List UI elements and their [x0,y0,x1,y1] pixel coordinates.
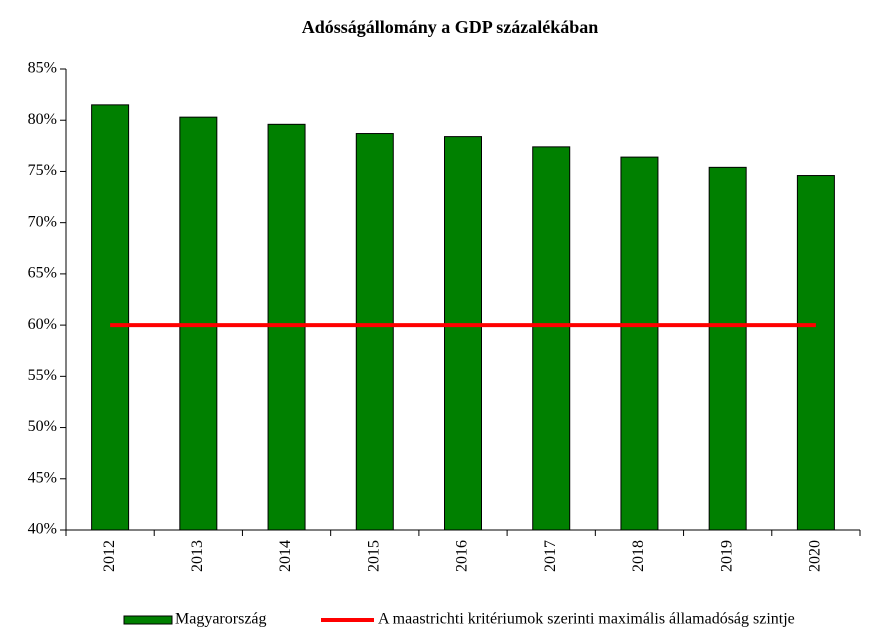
x-tick-label: 2015 [365,540,382,572]
x-tick-label: 2012 [101,540,118,572]
x-tick-label: 2014 [277,540,294,572]
y-tick-label: 60% [28,316,57,333]
legend-label: Magyarország [175,611,267,628]
chart-title: Adósságállomány a GDP százalékában [302,17,599,37]
bar [708,166,747,531]
legend-label: A maastrichti kritériumok szerinti maxim… [378,611,795,628]
y-tick-label: 80% [28,111,57,128]
x-tick-label: 2020 [807,540,824,572]
x-tick-label: 2016 [454,540,471,572]
y-tick-label: 55% [28,367,57,384]
x-tick-label: 2018 [630,540,647,572]
bar [796,175,835,531]
x-tick-label: 2019 [718,540,735,572]
bar [355,133,394,531]
y-tick-label: 50% [28,418,57,435]
y-tick-label: 45% [28,469,57,486]
bar [267,123,306,531]
y-tick-label: 40% [28,521,57,538]
bar [620,156,659,531]
x-tick-label: 2017 [542,540,559,572]
bar [444,136,482,531]
y-tick-label: 65% [28,265,57,282]
y-tick-label: 75% [28,162,57,179]
bar [532,146,571,531]
legend-swatch [123,615,173,625]
bar [91,104,130,531]
y-tick-label: 70% [28,213,57,230]
x-tick-label: 2013 [189,540,206,572]
y-tick-label: 85% [28,60,57,77]
